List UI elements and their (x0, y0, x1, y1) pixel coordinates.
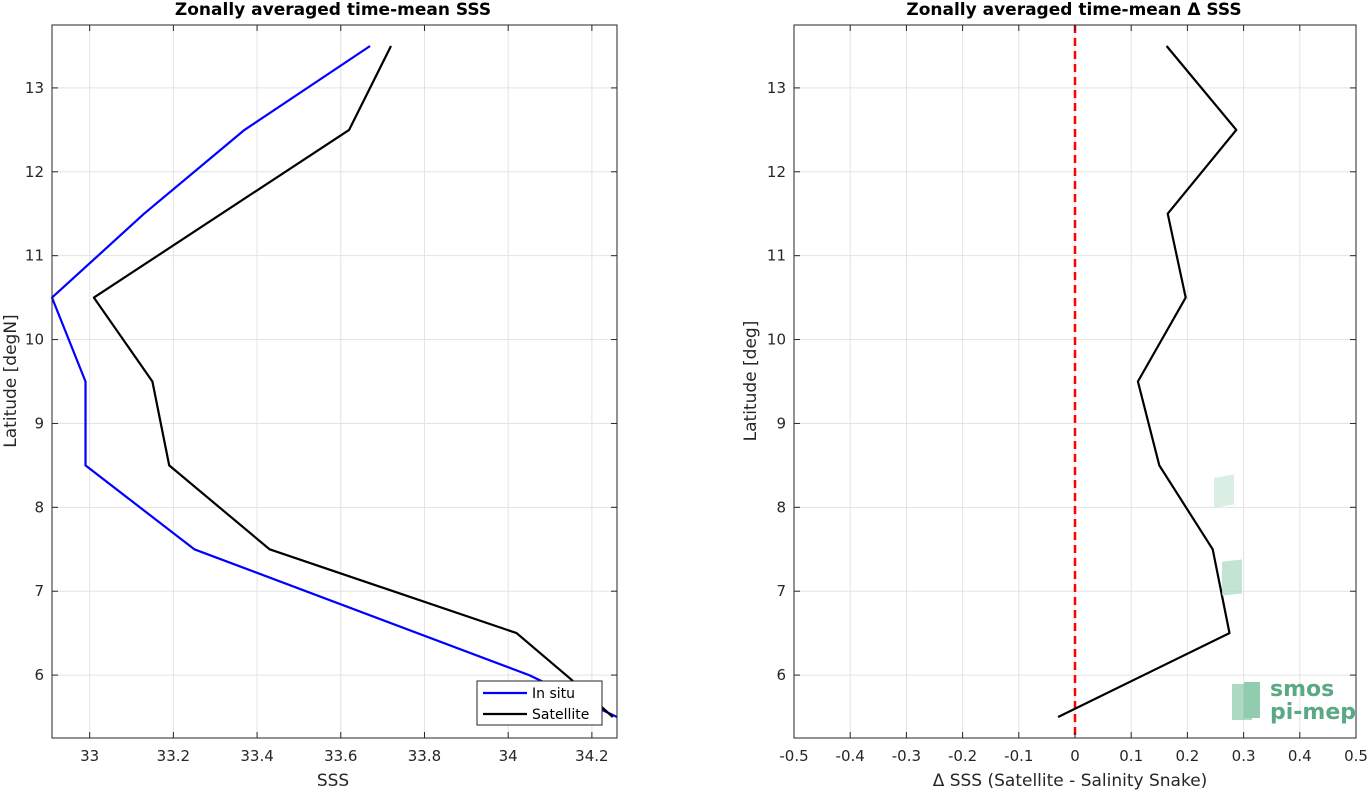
legend-box (476, 680, 603, 726)
logo-line-2: pi-mep (1270, 700, 1356, 725)
x-tick-label: -0.3 (892, 747, 921, 765)
y-tick-label: 10 (25, 331, 44, 349)
x-tick-label: 34 (499, 747, 518, 765)
plot-area: 33 33.2 33.4 33.6 33.8 34 34.2 6 7 8 9 10 11 12 13 In s… (25, 24, 618, 765)
y-tick-label: 8 (34, 498, 44, 516)
x-tick-label: 33.6 (324, 747, 357, 765)
y-tick-label: 6 (776, 666, 786, 684)
y-tick-label: 11 (767, 247, 786, 265)
y-tick-label: 12 (767, 163, 786, 181)
legend: In situ Satellite (476, 680, 603, 726)
sss-chart: Zonally averaged time-mean SSS SSS Latit… (1, 0, 618, 791)
x-tick-label: 33.4 (240, 747, 273, 765)
x-tick-label: 33 (80, 747, 99, 765)
x-tick-label: 34.2 (575, 747, 608, 765)
y-tick-label: 13 (25, 79, 44, 97)
series-line-0 (1057, 45, 1238, 718)
axes-box (51, 24, 618, 739)
chart-title: Zonally averaged time-mean Δ SSS (906, 0, 1241, 20)
plot-area: -0.5 -0.4 -0.3 -0.2 -0.1 0 0.1 0.2 0.3 0.4 0.5 6 7 8 9… (767, 24, 1368, 765)
y-tick-label: 11 (25, 247, 44, 265)
x-axis-title: Δ SSS (Satellite - Salinity Snake) (933, 771, 1208, 791)
delta-sss-chart: Zonally averaged time-mean Δ SSS Δ SSS (… (741, 0, 1368, 791)
series-line-satellite (92, 45, 614, 718)
plot-background (52, 25, 617, 738)
y-axis-title: Latitude [deg] (741, 321, 761, 442)
y-tick-label: 9 (776, 414, 786, 432)
x-tick-label: 0.5 (1344, 747, 1368, 765)
x-tick-label: -0.5 (779, 747, 808, 765)
y-tick-label: 6 (34, 666, 44, 684)
chart-title: Zonally averaged time-mean SSS (175, 0, 491, 20)
x-tick-label: 33.2 (157, 747, 190, 765)
x-axis-title: SSS (317, 771, 349, 791)
y-tick-label: 8 (776, 498, 786, 516)
smos-pi-mep-logo: smos pi-mep (1214, 474, 1356, 725)
x-tick-label: -0.1 (1004, 747, 1033, 765)
x-tick-label: 0.4 (1288, 747, 1312, 765)
x-tick-label: 0.2 (1175, 747, 1199, 765)
y-tick-label: 7 (776, 582, 786, 600)
series-line-in-situ (50, 45, 618, 718)
x-tick-label: 0 (1070, 747, 1080, 765)
logo-line-1: smos (1270, 677, 1334, 702)
x-tick-label: -0.4 (836, 747, 865, 765)
y-tick-label: 13 (767, 79, 786, 97)
x-tick-label: 33.8 (408, 747, 441, 765)
x-tick-label: 0.1 (1119, 747, 1143, 765)
y-axis-title: Latitude [degN] (1, 314, 21, 447)
x-tick-label: 0.3 (1232, 747, 1256, 765)
legend-label: Satellite (532, 707, 589, 723)
y-tick-label: 9 (34, 414, 44, 432)
y-tick-label: 7 (34, 582, 44, 600)
legend-label: In situ (532, 686, 575, 702)
logo-mark-icon (1214, 474, 1260, 720)
y-tick-label: 10 (767, 331, 786, 349)
y-tick-label: 12 (25, 163, 44, 181)
x-tick-label: -0.2 (948, 747, 977, 765)
